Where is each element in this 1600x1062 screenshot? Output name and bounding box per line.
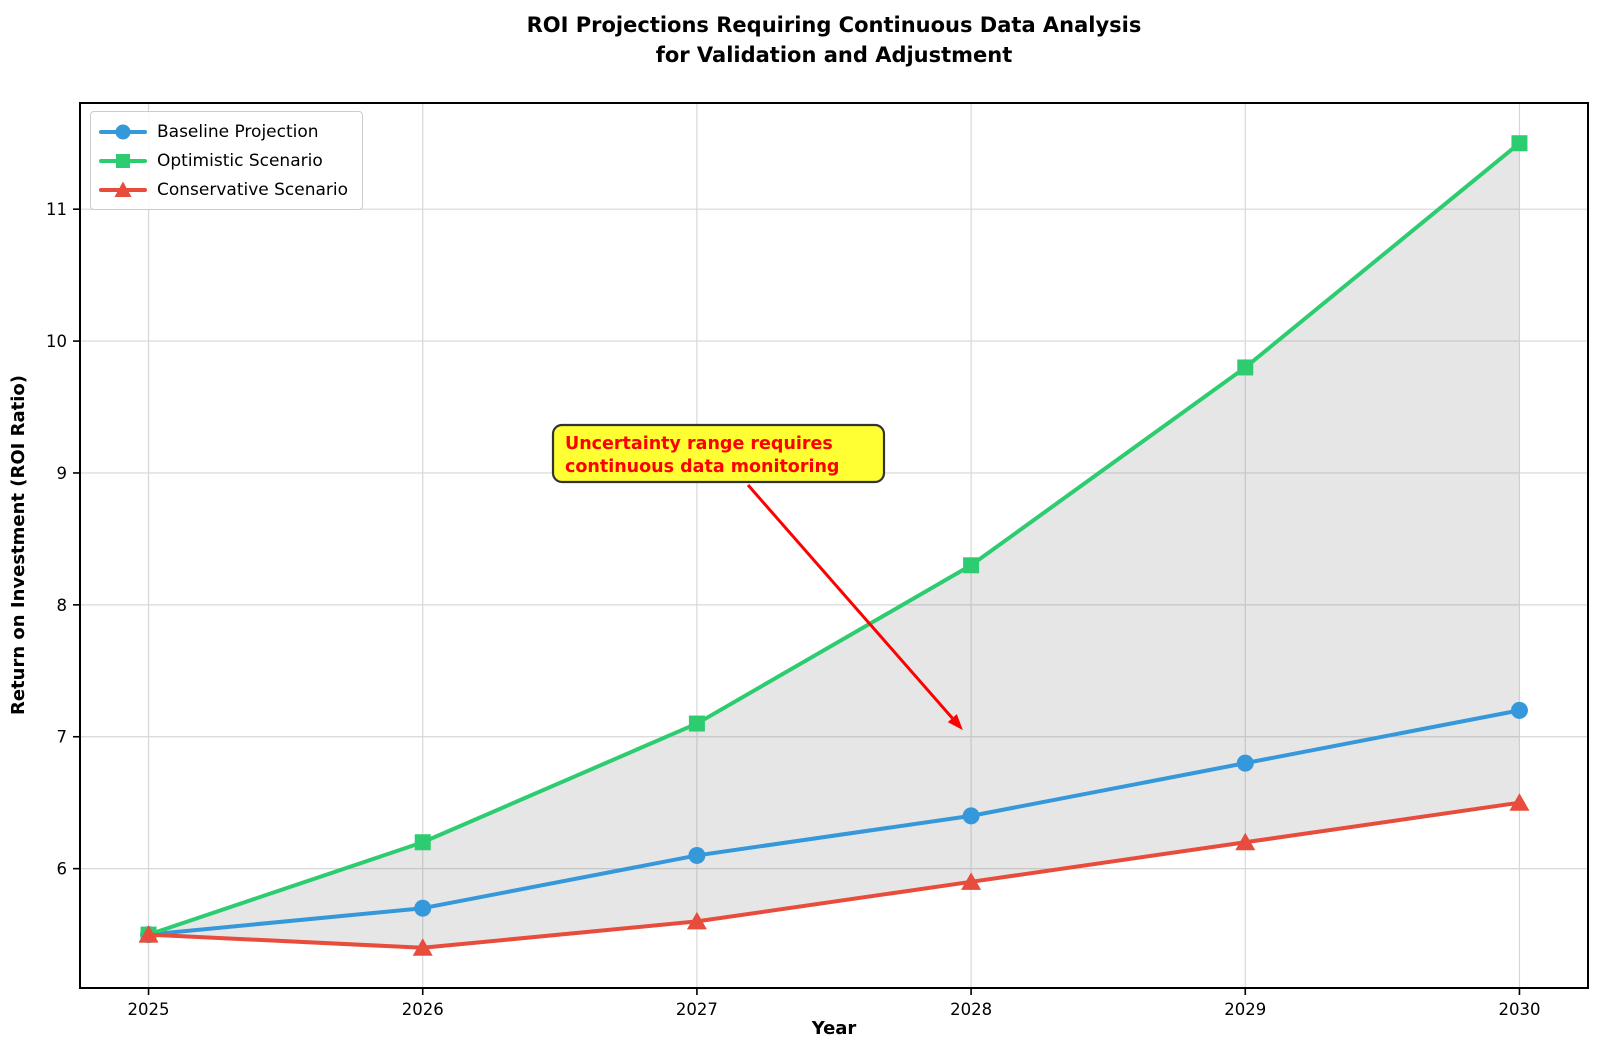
x-tick-label: 2027 [676,1000,718,1019]
legend-item-optimistic-scenario: Optimistic Scenario [99,146,348,175]
axes-frame [73,102,1589,995]
annotation-arrow-head [947,714,963,731]
legend: Baseline Projection Optimistic Scenario Co… [90,111,364,210]
baseline-projection-marker [688,846,706,864]
x-axis-label: Year [811,1018,857,1039]
circle-marker-icon [99,124,147,139]
conservative-scenario-marker [412,938,433,956]
baseline-projection-line [146,708,1522,937]
uncertainty-band [148,143,1520,948]
y-tick-label: 6 [57,860,68,879]
chart-title-line-1: ROI Projections Requiring Continuous Dat… [527,13,1142,37]
optimistic-scenario-marker [1237,359,1254,376]
y-tick-label: 8 [57,596,68,615]
legend-label: Baseline Projection [157,121,319,142]
y-tick-label: 9 [57,464,68,483]
baseline-projection-marker [1236,754,1254,772]
y-tick-label: 11 [46,200,67,219]
uncertainty-band-fill [148,143,1520,948]
optimistic-scenario-marker [963,557,980,574]
conservative-scenario-marker [1509,793,1530,811]
optimistic-scenario-marker [414,834,431,851]
legend-item-conservative-scenario: Conservative Scenario [99,175,348,204]
baseline-projection-marker [414,899,432,917]
plot-border [79,102,1589,989]
x-tick-label: 2025 [128,1000,170,1019]
optimistic-scenario-marker [1511,135,1528,152]
conservative-scenario-marker [1235,832,1256,851]
annotation-arrow-line [746,484,954,720]
annotation-text-line: Uncertainty range requires [565,434,833,454]
x-tick-label: 2030 [1498,1000,1540,1019]
annotation-text-line: continuous data monitoring [565,457,839,477]
optimistic-scenario-marker [688,715,705,732]
baseline-projection-marker [962,807,980,825]
legend-item-baseline-projection: Baseline Projection [99,117,348,146]
legend-label: Conservative Scenario [157,179,349,200]
y-tick-label: 7 [57,728,68,747]
conservative-scenario-marker [138,925,159,943]
legend-label: Optimistic Scenario [157,150,323,171]
conservative-scenario-marker [686,911,707,930]
x-tick-label: 2028 [950,1000,992,1019]
triangle-marker-icon [99,181,147,197]
annotation-layer: Uncertainty range requires continuous dat… [551,423,963,731]
annotation-box [551,423,886,484]
square-marker-icon [99,153,147,168]
x-tick-label: 2026 [402,1000,444,1019]
conservative-scenario-line [146,800,1522,950]
optimistic-scenario-line [146,141,1522,937]
tick-labels: 2025 2026 2027 2028 2029 2030 6 7 8 9 10 11 [46,200,1540,1019]
y-axis-label: Return on Investment (ROI Ratio) [8,375,29,715]
baseline-projection-marker [1510,701,1528,719]
x-tick-label: 2029 [1224,1000,1266,1019]
conservative-scenario-marker [961,872,982,890]
data-series [138,135,1530,956]
chart-title-line-2: for Validation and Adjustment [656,43,1013,67]
y-tick-label: 10 [46,332,67,351]
